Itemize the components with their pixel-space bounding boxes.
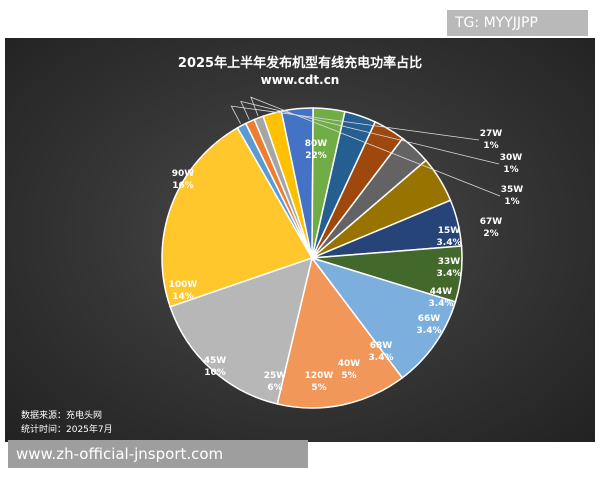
slice-label-90w: 90W 16%	[172, 169, 195, 191]
chart-panel: 2025年上半年发布机型有线充电功率占比 www.cdt.cn 80W 22% 27…	[5, 38, 595, 442]
slice-label-45w: 45W 10%	[204, 356, 227, 378]
leader-line-35w	[250, 96, 501, 197]
slice-label-35w: 35W 1%	[501, 185, 524, 207]
watermark-url: www.zh-official-jnsport.com	[8, 440, 308, 468]
slice-label-15w: 15W 3.4%	[437, 226, 462, 248]
slice-label-33w: 33W 3.4%	[437, 257, 462, 279]
pie-slice-45w	[310, 256, 457, 379]
slice-labels: 80W 22% 27W 1%30W 1% 35W 1% 67W 2% 15W 3.4% 33W 3.4%…	[169, 129, 524, 393]
pie-slice-90w	[169, 256, 314, 405]
chart-title: 2025年上半年发布机型有线充电功率占比	[178, 55, 422, 71]
tg-tag: TG: MYYJJPP	[447, 10, 588, 36]
slice-label-67w: 67W 2%	[480, 217, 503, 239]
slice-label-25w: 25W 6%	[264, 371, 287, 393]
source-note: 数据来源：充电头网	[21, 409, 102, 421]
pie-slice-80w	[161, 126, 314, 308]
slice-label-80w: 80W 22%	[305, 139, 328, 161]
leader-line-30w	[240, 100, 500, 165]
slice-label-120w: 120W 5%	[305, 371, 334, 393]
slice-label-100w: 100W 14%	[169, 280, 198, 302]
slice-label-44w: 44W 3.4%	[429, 287, 454, 309]
slice-label-68w: 68W 3.4%	[369, 341, 394, 363]
leader-lines	[230, 96, 501, 197]
stat-time-note: 统计时间：2025年7月	[21, 423, 113, 435]
pie-slice-100w	[276, 256, 404, 409]
leader-line-27w	[230, 105, 480, 141]
slice-label-30w: 30W 1%	[500, 153, 523, 175]
pie-slices	[161, 107, 463, 409]
slice-label-27w: 27W 1%	[480, 129, 503, 151]
pie-chart: 2025年上半年发布机型有线充电功率占比 www.cdt.cn 80W 22% 27…	[21, 55, 524, 435]
slice-label-40w: 40W 5%	[338, 359, 361, 381]
slice-label-66w: 66W 3.4%	[417, 314, 442, 336]
chart-subtitle: www.cdt.cn	[261, 73, 340, 87]
